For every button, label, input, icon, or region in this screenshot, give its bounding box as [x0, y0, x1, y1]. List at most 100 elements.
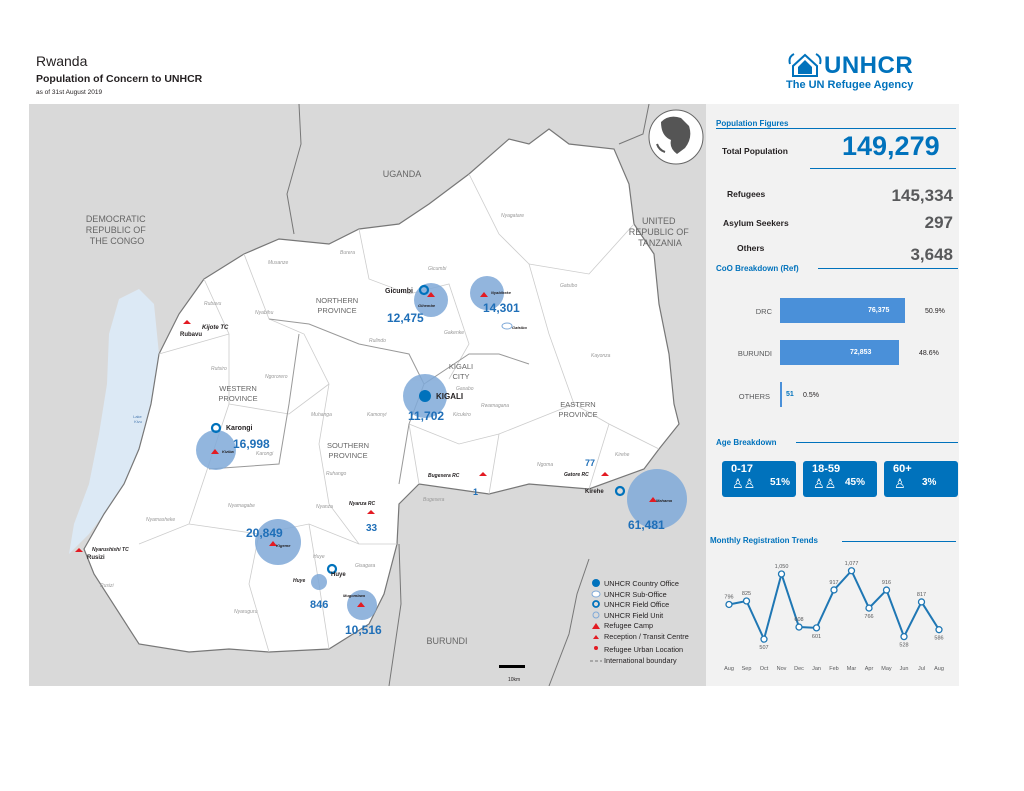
trend-value-label: 586 — [934, 636, 943, 642]
age-section-title: Age Breakdown — [716, 438, 777, 447]
coo-pct: 50.9% — [925, 308, 945, 315]
legend-label: UNHCR Sub-Office — [604, 590, 667, 599]
district-label: Nyagatare — [501, 213, 524, 219]
age-range-label: 60+ — [893, 463, 912, 475]
bugesera-population: 1 — [473, 487, 478, 497]
district-label: Nyanza — [316, 504, 333, 510]
rwanda-territory — [83, 128, 680, 653]
gicumbi-label: Gicumbi — [385, 288, 413, 295]
refugee-camp-icon — [480, 292, 488, 297]
gatsibo-label: Gatsibo — [512, 325, 527, 330]
coo-bar-drc — [780, 298, 905, 323]
trend-point — [795, 623, 803, 631]
district-label: Burera — [340, 250, 355, 256]
legend-label: UNHCR Country Office — [604, 579, 679, 588]
trend-month-label: May — [881, 666, 892, 672]
gihembe-population: 12,475 — [387, 311, 424, 325]
nyabiheke-population: 14,301 — [483, 301, 520, 315]
rusizi-label: Rusizi — [87, 555, 105, 561]
trend-value-label: 917 — [829, 580, 838, 586]
trend-month-label: Jun — [900, 666, 909, 672]
trend-value-label: 608 — [794, 617, 803, 623]
kigali-label: KIGALI — [436, 392, 463, 401]
huye-office-label: Huye — [331, 572, 346, 578]
trend-month-label: Apr — [865, 666, 874, 672]
trend-point — [917, 598, 926, 606]
page-date: as of 31st August 2019 — [36, 89, 103, 96]
trend-month-label: Aug — [934, 666, 944, 672]
scale-label: 10km — [508, 677, 520, 683]
refugee-camp-legend-icon — [592, 623, 600, 629]
field-unit-icon — [501, 322, 513, 330]
drc-label: DEMOCRATIC REPUBLIC OF THE CONGO — [86, 214, 149, 246]
trend-month-label: Oct — [760, 666, 769, 672]
karongi-label: Karongi — [226, 425, 253, 432]
trend-point — [935, 626, 943, 634]
trend-month-label: Mar — [847, 666, 857, 672]
trend-value-label: 601 — [812, 634, 821, 640]
field-office-icon — [326, 563, 338, 575]
district-label: Kayonza — [591, 353, 611, 359]
huye-population: 846 — [310, 599, 328, 611]
section-divider — [818, 268, 958, 269]
district-label: Karongi — [256, 451, 274, 457]
legend-label: Refugee Urban Location — [604, 645, 683, 654]
sub-office-legend-icon — [591, 590, 601, 598]
trend-month-label: Nov — [777, 666, 787, 672]
rubavu-label: Rubavu — [180, 332, 202, 338]
section-divider — [842, 541, 956, 542]
page-country-title: Rwanda — [36, 53, 88, 69]
coo-bar-burundi — [780, 340, 899, 365]
mahama-population-circle — [627, 469, 687, 529]
coo-pct: 48.6% — [919, 350, 939, 357]
refugee-camp-icon — [427, 292, 435, 297]
coo-value: 72,853 — [850, 349, 872, 356]
district-label: Kicukiro — [453, 412, 471, 418]
legend-label: International boundary — [604, 656, 677, 665]
reception-centre-icon — [75, 548, 83, 552]
trends-section-title: Monthly Registration Trends — [710, 536, 819, 545]
mahama-label: Mahama — [656, 498, 673, 503]
age-group-0-17: 0-17 ♙♙ 51% — [722, 461, 796, 497]
nyabiheke-label: Nyabiheke — [491, 290, 512, 295]
huye-label: Huye — [293, 578, 305, 584]
trend-point — [882, 586, 891, 594]
trend-value-label: 796 — [724, 594, 733, 600]
district-label: Nyamasheke — [146, 517, 175, 523]
field-office-icon — [418, 284, 430, 296]
age-pct-label: 45% — [845, 477, 866, 488]
legend-label: Reception / Transit Centre — [604, 632, 689, 641]
nyanza-population: 33 — [366, 523, 378, 534]
field-unit-legend-icon — [592, 611, 600, 619]
district-label: Rulindo — [369, 338, 386, 344]
refugees-label: Refugees — [727, 189, 766, 199]
field-office-icon — [210, 422, 222, 434]
logo-tagline: The UN Refugee Agency — [786, 79, 914, 91]
refugees-value: 145,334 — [891, 186, 953, 205]
western-province-label: WESTERN PROVINCE — [218, 384, 257, 403]
reception-centre-legend-icon — [593, 635, 599, 639]
district-label: Ngoma — [537, 462, 553, 468]
coo-section-title: CoO Breakdown (Ref) — [716, 264, 799, 273]
district-label: Rusizi — [100, 583, 115, 589]
kiziba-population: 16,998 — [233, 437, 270, 451]
coo-label: OTHERS — [738, 392, 770, 401]
refugee-camp-icon — [649, 497, 657, 502]
legend-label: UNHCR Field Unit — [604, 611, 663, 620]
asylum-seekers-value: 297 — [924, 213, 953, 232]
refugee-camp-icons — [75, 292, 657, 607]
mugombwa-population: 10,516 — [345, 623, 382, 637]
kiziba-population-circle — [196, 430, 236, 470]
country-office-legend-icon — [592, 579, 600, 587]
trend-month-label: Sep — [742, 666, 752, 672]
kigeme-population: 20,849 — [246, 526, 283, 540]
nyanza-rc-label: Nyanza RC — [349, 501, 376, 507]
kigeme-population-circle — [255, 519, 301, 565]
trend-point — [777, 570, 786, 578]
district-label: Gisagara — [355, 563, 376, 569]
age-range-label: 0-17 — [731, 463, 754, 475]
trend-point — [812, 624, 821, 632]
district-label: Bugesera — [423, 497, 445, 503]
district-label: Huye — [313, 554, 325, 560]
northern-province-label: NORTHERN PROVINCE — [316, 296, 358, 315]
